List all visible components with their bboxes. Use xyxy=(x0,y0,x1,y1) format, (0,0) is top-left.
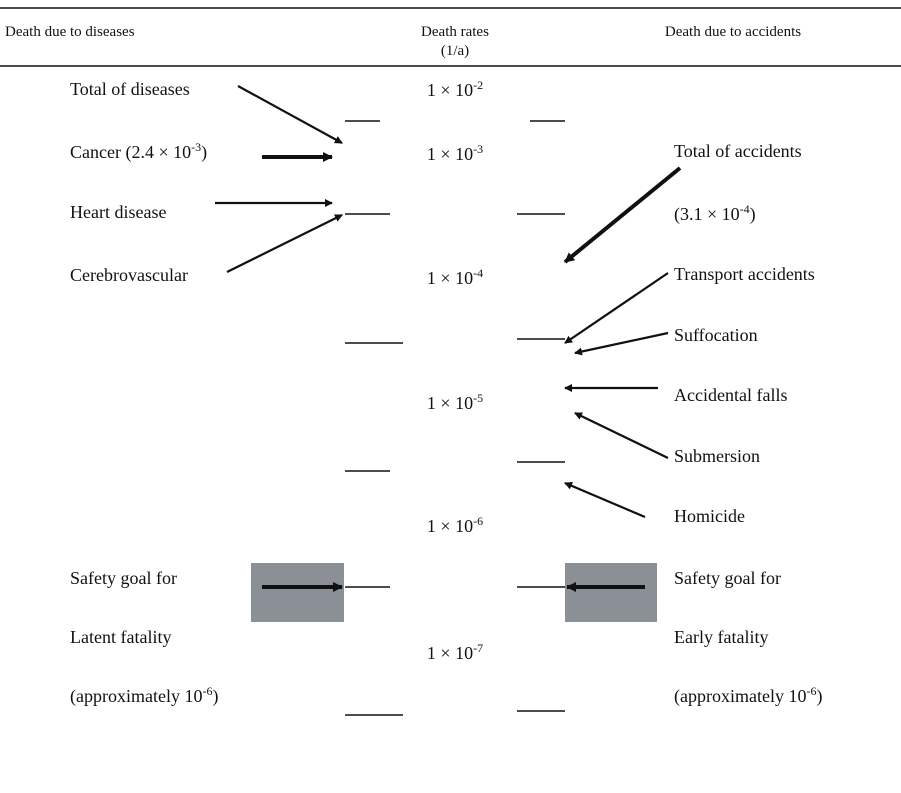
highlight-box xyxy=(251,563,344,622)
superscript: -4 xyxy=(473,266,483,280)
right-label: Total of accidents xyxy=(674,141,802,161)
text: ) xyxy=(750,204,756,225)
superscript: -7 xyxy=(473,641,483,655)
superscript: -6 xyxy=(202,684,212,698)
text: Safety goal for xyxy=(674,568,781,588)
text: ) xyxy=(201,142,207,163)
text: 1 × 10 xyxy=(427,643,473,663)
text: (approximately 10 xyxy=(70,686,202,707)
text: 1 × 10 xyxy=(427,393,473,413)
right-label: (3.1 × 10-4) xyxy=(674,202,756,225)
text: Accidental falls xyxy=(674,385,787,405)
scale-label: 1 × 10-3 xyxy=(427,142,483,164)
text: Heart disease xyxy=(70,202,166,222)
left-label: Total of diseases xyxy=(70,79,190,99)
text: Cerebrovascular xyxy=(70,265,188,285)
right-label: Accidental falls xyxy=(674,385,787,405)
text: 1 × 10 xyxy=(427,268,473,288)
left-label: Cerebrovascular xyxy=(70,265,188,285)
text: ) xyxy=(212,686,218,707)
highlight-box xyxy=(565,563,657,622)
text: Transport accidents xyxy=(674,264,815,284)
text: Latent fatality xyxy=(70,627,171,647)
text: Cancer (2.4 × 10 xyxy=(70,142,191,163)
right-label: Submersion xyxy=(674,446,760,466)
right-label: Safety goal for xyxy=(674,568,781,588)
right-label: Homicide xyxy=(674,506,745,526)
text: Total of diseases xyxy=(70,79,190,99)
superscript: -5 xyxy=(473,391,483,405)
text: 1 × 10 xyxy=(427,144,473,164)
text: Safety goal for xyxy=(70,568,177,588)
scale-label: 1 × 10-2 xyxy=(427,78,483,100)
superscript: -3 xyxy=(473,142,483,156)
header-unit: (1/a) xyxy=(441,43,469,59)
left-label: Cancer (2.4 × 10-3) xyxy=(70,140,207,163)
text: 1 × 10 xyxy=(427,516,473,536)
header-left: Death due to diseases xyxy=(5,24,135,40)
right-label: Transport accidents xyxy=(674,264,815,284)
right-label: (approximately 10-6) xyxy=(674,684,822,707)
left-label: Safety goal for xyxy=(70,568,177,588)
scale-label: 1 × 10-6 xyxy=(427,514,483,536)
scale-label: 1 × 10-4 xyxy=(427,266,483,288)
arrows xyxy=(215,85,682,592)
text: (approximately 10 xyxy=(674,686,806,707)
right-label: Suffocation xyxy=(674,325,758,345)
text: Total of accidents xyxy=(674,141,802,161)
right-label: Early fatality xyxy=(674,627,768,647)
ticks xyxy=(345,120,565,716)
superscript: -6 xyxy=(806,684,816,698)
text: Submersion xyxy=(674,446,760,466)
scale-label: 1 × 10-7 xyxy=(427,641,483,663)
left-label: (approximately 10-6) xyxy=(70,684,218,707)
text: 1 × 10 xyxy=(427,80,473,100)
left-label: Heart disease xyxy=(70,202,166,222)
left-label: Latent fatality xyxy=(70,627,171,647)
superscript: -4 xyxy=(740,202,750,216)
text: Homicide xyxy=(674,506,745,526)
header-right: Death due to accidents xyxy=(665,24,801,40)
superscript: -2 xyxy=(473,78,483,92)
scale-label: 1 × 10-5 xyxy=(427,391,483,413)
text: (3.1 × 10 xyxy=(674,204,740,225)
text: Early fatality xyxy=(674,627,768,647)
superscript: -6 xyxy=(473,514,483,528)
text: ) xyxy=(816,686,822,707)
text: Suffocation xyxy=(674,325,758,345)
superscript: -3 xyxy=(191,140,201,154)
header-middle: Death rates xyxy=(421,24,489,40)
